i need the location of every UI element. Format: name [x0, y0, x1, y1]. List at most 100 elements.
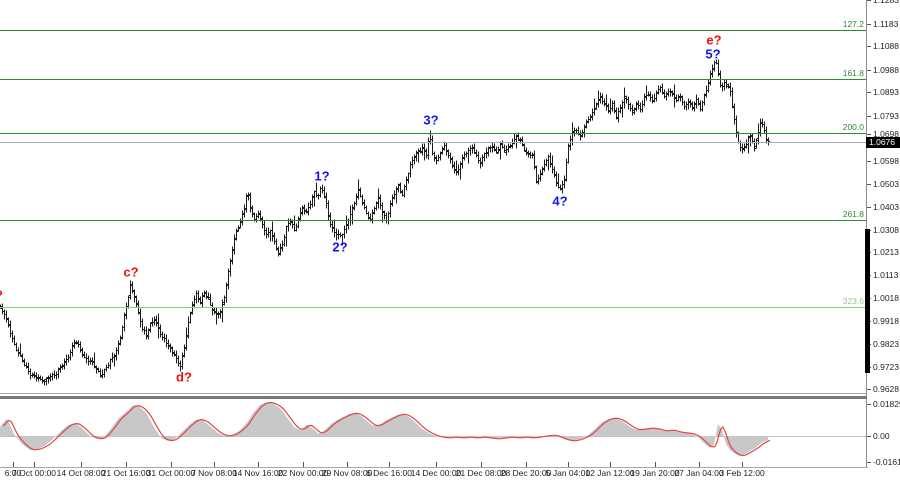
current-price-line — [0, 142, 866, 143]
fib-level-line[interactable] — [0, 307, 866, 308]
time-axis-tick — [214, 462, 215, 467]
wave-label[interactable]: 4? — [552, 193, 568, 209]
wave-label[interactable]: 2? — [332, 239, 348, 255]
price-axis-label: 1.0698 — [873, 129, 899, 139]
price-axis-tick — [867, 46, 871, 47]
ohlc-bars — [0, 59, 769, 386]
time-axis-label: 14 Dec 00:00 — [410, 468, 462, 478]
time-axis-label: 19 Jan 20:00 — [630, 468, 680, 478]
oscillator-area — [0, 402, 768, 456]
fib-level-line[interactable] — [0, 220, 866, 221]
price-axis-label: 1.0213 — [873, 247, 899, 257]
panel-splitter[interactable] — [0, 396, 867, 399]
price-axis-label: 0.9628 — [873, 384, 899, 394]
oscillator-axis-label: -0.01615 — [873, 457, 900, 467]
wave-label[interactable]: c? — [123, 264, 139, 280]
time-axis-label: 31 Oct 00:00 — [146, 468, 196, 478]
fib-level-label: 323.6 — [842, 296, 864, 306]
time-axis-tick — [303, 462, 304, 467]
wave-label[interactable]: 1? — [314, 168, 330, 184]
oscillator-signal-line — [2, 401, 771, 457]
time-axis-tick — [742, 462, 743, 467]
time-axis-label: 7 Oct 00:00 — [12, 468, 56, 478]
wave-label[interactable]: 5? — [705, 46, 721, 62]
time-axis-tick — [13, 462, 14, 467]
time-axis-tick — [258, 462, 259, 467]
price-axis-label: 0.9823 — [873, 339, 899, 349]
time-axis-tick — [655, 462, 656, 467]
price-axis-label: 1.0793 — [873, 111, 899, 121]
time-axis-label: 29 Nov 08:00 — [321, 468, 373, 478]
time-axis-tick — [126, 462, 127, 467]
time-axis-label: 7 Nov 08:00 — [191, 468, 237, 478]
price-axis-label: 0.9723 — [873, 362, 899, 372]
price-axis-tick — [867, 70, 871, 71]
ohlc-open-close-ticks — [0, 62, 770, 382]
price-axis-label: 1.0893 — [873, 87, 899, 97]
fib-level-line[interactable] — [0, 79, 866, 80]
oscillator-axis-tick — [867, 462, 871, 463]
price-axis-label: 1.1283 — [873, 0, 899, 5]
oscillator-axis[interactable]: 0.01829 0.00 -0.01615 — [867, 396, 900, 468]
current-price-value: 1.0676 — [869, 137, 895, 147]
time-axis-label: 27 Jan 04:00 — [674, 468, 724, 478]
price-chart-panel[interactable]: 127.2 161.8 200.0 261.8 323.6 b? c? d? e? 1? 2? 3? 4… — [0, 0, 866, 393]
time-axis-label: 14 Oct 08:00 — [56, 468, 106, 478]
time-axis-label: 5 Jan 04:00 — [545, 468, 591, 478]
wave-label[interactable]: b? — [0, 289, 3, 302]
price-axis-tick — [867, 116, 871, 117]
wave-label[interactable]: e? — [706, 32, 722, 48]
wave-label[interactable]: 3? — [423, 112, 439, 128]
current-price-tag: 1.0676 — [866, 137, 900, 148]
time-axis-tick — [34, 462, 35, 467]
time-axis-tick — [389, 462, 390, 467]
time-axis-tick — [436, 462, 437, 467]
time-axis-label: 12 Jan 12:00 — [585, 468, 635, 478]
time-axis-tick — [568, 462, 569, 467]
price-axis-highlight-bar — [865, 229, 870, 373]
time-axis-tick — [347, 462, 348, 467]
fib-level-line[interactable] — [0, 133, 866, 134]
time-axis-label: 28 Dec 20:00 — [500, 468, 552, 478]
time-axis-label: 22 Nov 00:00 — [277, 468, 329, 478]
time-axis-label: 21 Dec 08:00 — [455, 468, 507, 478]
oscillator-axis-label: 0.00 — [873, 431, 890, 441]
price-axis-label: 1.0018 — [873, 293, 899, 303]
oscillator-panel[interactable] — [0, 399, 866, 467]
fib-level-label: 161.8 — [842, 68, 864, 78]
price-axis-tick — [867, 134, 871, 135]
price-axis[interactable]: 1.1283 1.1183 1.1088 1.0988 1.0893 1.0793 1.06… — [867, 0, 900, 468]
time-axis-tick — [81, 462, 82, 467]
oscillator-series — [0, 401, 866, 457]
fib-level-line[interactable] — [0, 30, 866, 31]
price-axis-label: 1.0403 — [873, 202, 899, 212]
price-axis-label: 1.0988 — [873, 65, 899, 75]
price-axis-tick — [867, 389, 871, 390]
oscillator-axis-label: 0.01829 — [873, 399, 900, 409]
chart-bottom-border — [0, 393, 866, 394]
oscillator-axis-tick — [867, 436, 871, 437]
price-axis-label: 1.0503 — [873, 179, 899, 189]
price-axis-label: 0.9918 — [873, 316, 899, 326]
time-axis-tick — [699, 462, 700, 467]
time-axis-label: 14 Nov 16:00 — [232, 468, 284, 478]
fib-level-label: 261.8 — [842, 209, 864, 219]
time-axis-tick — [171, 462, 172, 467]
time-axis-tick — [610, 462, 611, 467]
time-axis-label: 6 Dec 16:00 — [366, 468, 412, 478]
price-axis-tick — [867, 161, 871, 162]
price-axis-label: 1.0113 — [873, 270, 899, 280]
time-axis-label: 6:00 — [4, 468, 22, 478]
wave-label[interactable]: d? — [176, 369, 192, 385]
fib-level-label: 200.0 — [842, 122, 864, 132]
price-axis-tick — [867, 207, 871, 208]
price-bars-series — [0, 59, 770, 386]
time-axis-tick — [481, 462, 482, 467]
price-axis-tick — [867, 92, 871, 93]
time-axis-label: 3 Feb 12:00 — [719, 468, 765, 478]
oscillator-bottom-border — [0, 467, 868, 468]
time-axis-label: 21 Oct 16:00 — [101, 468, 151, 478]
time-axis-tick — [526, 462, 527, 467]
oscillator-axis-tick — [867, 404, 871, 405]
price-axis-tick — [867, 24, 871, 25]
